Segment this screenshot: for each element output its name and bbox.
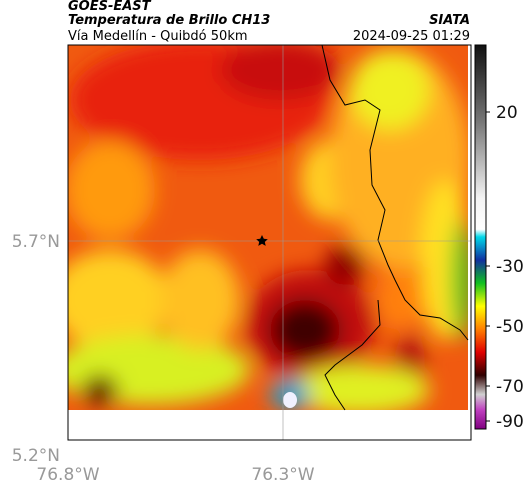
colorbar-label: 20	[496, 103, 518, 123]
map-pad	[68, 410, 468, 440]
colorbar-label: -70	[496, 377, 524, 397]
product: Temperatura de Brillo CH13	[68, 13, 270, 28]
colorbar	[474, 44, 487, 430]
brightness-raster	[68, 45, 468, 410]
timestamp: 2024-09-25 01:29	[353, 29, 470, 44]
colorbar-label: -30	[496, 257, 524, 277]
lat-label: 5.2°N	[12, 446, 60, 466]
region: Vía Medellín - Quibdó 50km	[68, 29, 248, 44]
colorbar-ticks	[486, 111, 490, 422]
city-marker	[256, 235, 268, 246]
colorbar-label: -90	[496, 412, 524, 432]
colorbar-label: -50	[496, 317, 524, 337]
lon-label: 76.8°W	[36, 465, 99, 485]
source: SIATA	[429, 13, 470, 28]
satellite: GOES-EAST	[68, 0, 152, 14]
lon-label: 76.3°W	[251, 465, 314, 485]
borders	[321, 44, 469, 411]
lat-label: 5.7°N	[12, 232, 60, 252]
map-frame	[67, 44, 472, 441]
